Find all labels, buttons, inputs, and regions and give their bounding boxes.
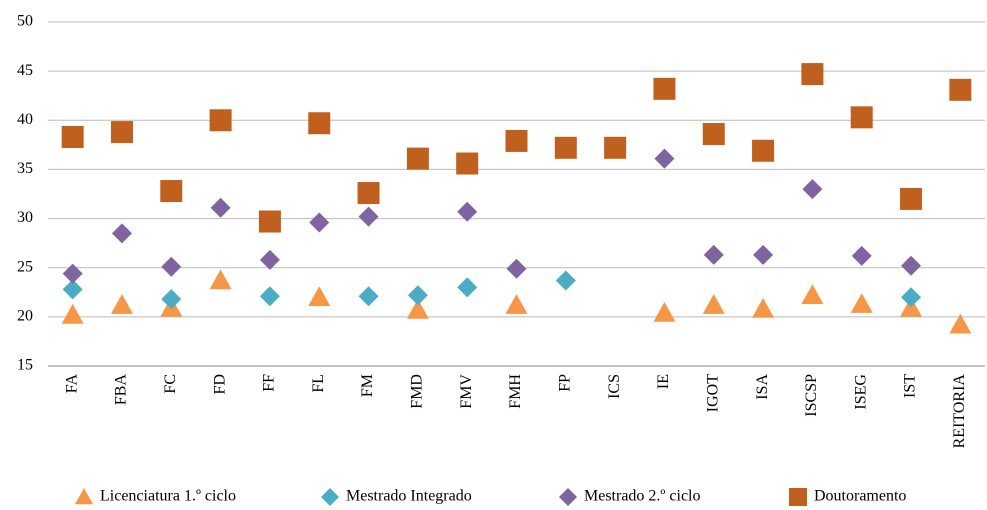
legend-label: Doutoramento — [814, 488, 906, 505]
marker-diamond — [457, 277, 478, 298]
x-tick-label: FBA — [113, 374, 130, 406]
marker-diamond — [309, 212, 330, 233]
legend-label: Mestrado 2.º ciclo — [584, 488, 700, 505]
marker-diamond — [111, 223, 132, 244]
marker-diamond — [901, 255, 922, 276]
legend-label: Licenciatura 1.º ciclo — [100, 488, 236, 505]
x-tick-label: ISEG — [852, 374, 869, 410]
marker-diamond — [358, 206, 379, 227]
marker-square — [308, 112, 331, 135]
x-tick-label: REITORIA — [951, 374, 968, 449]
x-tick-label: FMV — [458, 374, 475, 409]
marker-diamond — [62, 279, 83, 300]
marker-square — [900, 187, 923, 210]
marker-triangle — [801, 284, 824, 305]
y-tick-label: 25 — [17, 258, 33, 275]
marker-square — [160, 180, 183, 203]
marker-square — [702, 123, 725, 146]
marker-diamond — [161, 289, 182, 310]
marker-square — [110, 121, 133, 144]
marker-diamond — [802, 179, 823, 200]
marker-triangle — [75, 488, 93, 505]
y-tick-label: 15 — [17, 357, 33, 374]
marker-square — [209, 109, 232, 132]
y-tick-label: 30 — [17, 209, 33, 226]
x-tick-label: FD — [211, 374, 228, 394]
marker-triangle — [110, 294, 133, 314]
marker-square — [752, 139, 775, 162]
marker-triangle — [949, 313, 972, 334]
x-tick-label: FA — [63, 374, 80, 394]
x-tick-label: ICS — [606, 374, 623, 399]
marker-diamond — [559, 488, 577, 506]
legend-label: Mestrado Integrado — [346, 488, 472, 505]
marker-diamond — [161, 256, 182, 277]
marker-square — [357, 182, 380, 205]
marker-diamond — [358, 286, 379, 307]
marker-diamond — [321, 488, 339, 506]
x-tick-label: FMH — [507, 374, 524, 409]
marker-square — [653, 77, 676, 100]
marker-diamond — [457, 201, 478, 222]
y-tick-label: 40 — [17, 111, 33, 128]
marker-triangle — [209, 269, 232, 290]
marker-triangle — [653, 301, 676, 322]
marker-triangle — [308, 286, 331, 306]
marker-triangle — [61, 303, 84, 324]
marker-diamond — [654, 148, 675, 169]
marker-diamond — [407, 285, 428, 306]
marker-diamond — [753, 244, 774, 265]
y-tick-label: 45 — [17, 62, 33, 79]
x-tick-label: IGOT — [704, 374, 721, 412]
marker-diamond — [851, 245, 872, 266]
y-tick-label: 50 — [17, 13, 33, 30]
marker-square — [850, 106, 873, 129]
marker-diamond — [259, 249, 280, 270]
marker-square — [258, 210, 281, 233]
marker-diamond — [555, 270, 576, 291]
marker-triangle — [702, 294, 725, 314]
marker-diamond — [901, 287, 922, 308]
x-tick-label: IE — [655, 374, 672, 389]
marker-square — [789, 488, 807, 506]
x-tick-label: FC — [162, 374, 179, 394]
x-tick-label: ISA — [754, 374, 771, 400]
x-tick-label: FMD — [409, 374, 426, 409]
marker-triangle — [406, 298, 429, 319]
marker-triangle — [850, 293, 873, 313]
y-tick-label: 35 — [17, 160, 33, 177]
y-tick-label: 20 — [17, 308, 33, 325]
marker-triangle — [505, 294, 528, 314]
marker-square — [61, 125, 84, 148]
x-tick-label: ISCSP — [803, 374, 820, 417]
marker-square — [406, 147, 429, 170]
marker-square — [456, 152, 479, 175]
marker-diamond — [703, 244, 724, 265]
marker-diamond — [62, 263, 83, 284]
marker-square — [801, 63, 824, 86]
marker-square — [604, 136, 627, 159]
x-tick-label: FL — [310, 374, 327, 393]
x-tick-label: FF — [261, 374, 278, 392]
marker-triangle — [752, 297, 775, 318]
marker-square — [554, 136, 577, 159]
marker-diamond — [210, 197, 231, 218]
marker-diamond — [506, 258, 527, 279]
marker-diamond — [259, 286, 280, 307]
marker-square — [949, 78, 972, 101]
x-tick-label: IST — [902, 374, 919, 398]
marker-square — [505, 129, 528, 152]
x-tick-label: FP — [556, 374, 573, 392]
x-tick-label: FM — [359, 374, 376, 397]
